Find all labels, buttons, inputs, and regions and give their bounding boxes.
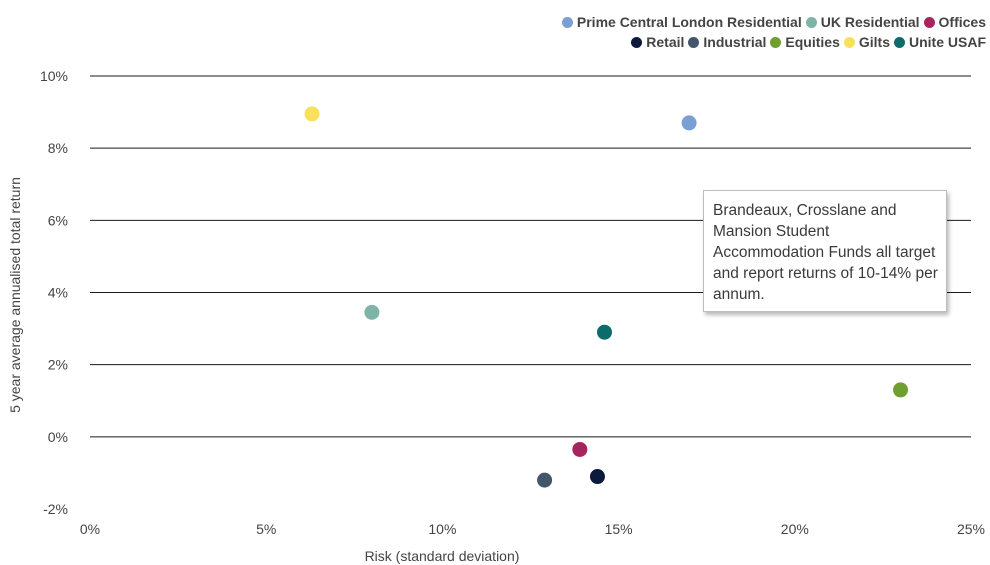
legend-marker [894, 37, 905, 48]
y-tick-labels: -2% 0% 2% 4% 6% 8% 10% [40, 68, 68, 517]
legend-marker [770, 37, 782, 48]
x-tick-labels: 0% 5% 10% 15% 20% 25% [80, 521, 985, 537]
x-tick-label: 0% [80, 521, 100, 537]
legend-item-prime-central-london-residential: Prime Central London Residential [561, 12, 802, 32]
point-retail [589, 469, 605, 485]
legend-label: Retail [646, 34, 685, 50]
legend-item-gilts: Gilts [843, 32, 890, 52]
legend-item-uk-residential: UK Residential [805, 12, 920, 32]
point-prime-central-london-residential [681, 115, 697, 131]
legend-label: Equities [785, 34, 840, 50]
legend-item-offices: Offices [923, 12, 986, 32]
chart-legend: Prime Central London Residential UK Resid… [426, 12, 986, 52]
point-unite-usaf [597, 324, 613, 340]
y-tick-label: 8% [48, 140, 68, 156]
point-uk-residential [364, 304, 380, 320]
legend-label: Gilts [858, 34, 890, 50]
x-axis-title: Risk (standard deviation) [365, 548, 520, 564]
x-tick-label: 15% [605, 521, 633, 537]
point-offices [572, 441, 588, 457]
legend-label: Offices [938, 14, 986, 30]
legend-item-retail: Retail [631, 32, 684, 52]
annotation-box: Brandeaux, Crosslane and Mansion Student… [703, 190, 947, 312]
y-tick-label: -2% [43, 501, 68, 517]
x-tick-label: 20% [781, 521, 809, 537]
point-equities [893, 382, 909, 398]
x-tick-label: 10% [428, 521, 456, 537]
legend-label: UK Residential [820, 14, 920, 30]
x-tick-label: 25% [957, 521, 985, 537]
y-tick-label: 4% [48, 285, 68, 301]
y-axis-title: 5 year average annualised total return [7, 177, 23, 413]
y-tick-label: 2% [48, 357, 68, 373]
legend-marker [688, 37, 700, 48]
legend-item-unite-usaf: Unite USAF [894, 32, 986, 52]
legend-marker [843, 37, 855, 48]
legend-marker [805, 17, 817, 28]
legend-marker [631, 37, 643, 48]
x-tick-label: 5% [256, 521, 276, 537]
point-industrial [537, 472, 553, 488]
legend-label: Prime Central London Residential [576, 14, 802, 30]
legend-item-equities: Equities [770, 32, 840, 52]
legend-item-industrial: Industrial [688, 32, 766, 52]
legend-label: Industrial [703, 34, 767, 50]
legend-marker [923, 17, 935, 28]
y-tick-label: 0% [48, 429, 68, 445]
gridlines [90, 75, 971, 438]
y-tick-label: 6% [48, 212, 68, 228]
point-gilts [304, 106, 320, 122]
data-points [304, 106, 909, 488]
legend-label: Unite USAF [909, 34, 986, 50]
y-tick-label: 10% [40, 68, 68, 84]
legend-marker [561, 17, 573, 28]
